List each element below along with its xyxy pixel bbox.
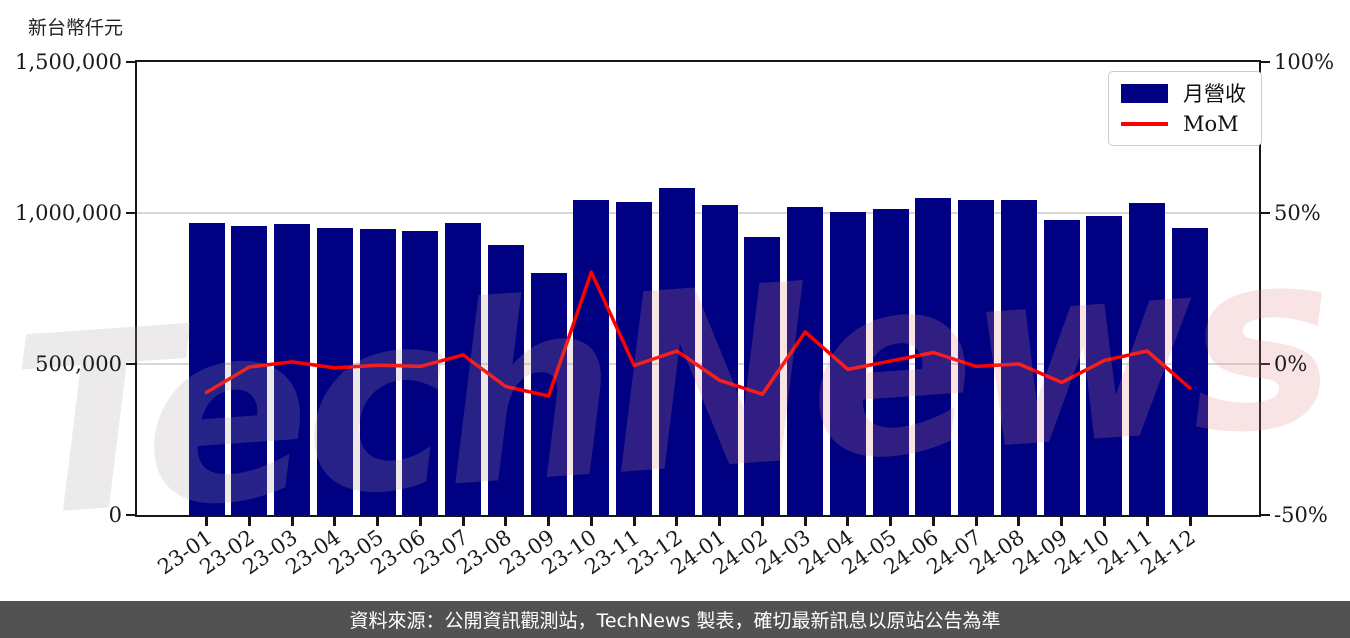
x-axis-tick <box>1017 517 1021 526</box>
x-axis-tick <box>974 517 978 526</box>
x-axis-tick <box>1060 517 1064 526</box>
x-axis-tick <box>803 517 807 526</box>
right-axis-tick-label: -50% <box>1274 503 1328 527</box>
x-axis-tick <box>461 517 465 526</box>
x-axis-tick <box>931 517 935 526</box>
x-axis-tick <box>1102 517 1106 526</box>
legend-line-swatch <box>1121 122 1168 126</box>
legend-row-mom: MoM <box>1121 111 1246 137</box>
left-axis-tick-label: 0 <box>108 503 122 527</box>
x-axis-tick <box>632 517 636 526</box>
x-axis-tick <box>1145 517 1149 526</box>
bar-23-04 <box>316 227 353 515</box>
bar-23-05 <box>359 228 396 515</box>
bar-23-07 <box>445 222 482 515</box>
right-axis-tick <box>1261 61 1270 63</box>
bar-24-12 <box>1172 228 1208 515</box>
left-axis-tick <box>126 363 135 365</box>
legend: 月營收 MoM <box>1108 71 1262 146</box>
plot-area <box>135 60 1261 517</box>
bar-24-07 <box>958 200 995 515</box>
bar-24-09 <box>1043 219 1080 515</box>
left-axis-unit-label: 新台幣仟元 <box>28 17 124 39</box>
footer-bar: 資料來源：公開資訊觀測站，TechNews 製表，確切最新訊息以原站公告為準 <box>0 601 1350 638</box>
x-axis-tick <box>889 517 893 526</box>
bar-23-02 <box>231 225 268 515</box>
x-axis-tick <box>290 517 294 526</box>
bar-23-11 <box>616 201 653 515</box>
gridline <box>137 212 1259 214</box>
x-axis-tick <box>1188 517 1192 526</box>
right-axis-tick <box>1261 212 1270 214</box>
right-axis-tick-label: 100% <box>1274 50 1335 74</box>
bar-23-06 <box>402 231 439 515</box>
x-axis-tick <box>718 517 722 526</box>
footer-text: 資料來源：公開資訊觀測站，TechNews 製表，確切最新訊息以原站公告為準 <box>349 610 1001 632</box>
x-axis-tick <box>376 517 380 526</box>
x-axis-tick <box>504 517 508 526</box>
x-axis-tick <box>589 517 593 526</box>
x-axis-tick <box>247 517 251 526</box>
right-axis-tick <box>1261 514 1270 516</box>
legend-bar-swatch <box>1121 83 1168 103</box>
legend-line-label: MoM <box>1183 112 1239 136</box>
mom-line <box>204 270 1192 398</box>
left-axis-tick <box>126 212 135 214</box>
bar-24-08 <box>1000 200 1037 515</box>
bar-24-04 <box>829 212 866 515</box>
bar-23-03 <box>274 223 311 515</box>
x-axis-tick <box>205 517 208 526</box>
right-axis-tick-label: 0% <box>1274 352 1308 376</box>
x-axis-tick <box>846 517 850 526</box>
right-axis-tick <box>1261 363 1270 365</box>
x-axis-tick <box>675 517 679 526</box>
bar-24-03 <box>787 206 824 515</box>
bar-24-11 <box>1129 203 1166 515</box>
legend-row-revenue: 月營收 <box>1121 80 1246 106</box>
right-axis-tick-label: 50% <box>1274 201 1321 225</box>
bar-23-10 <box>573 200 610 515</box>
left-axis-tick-label: 500,000 <box>35 352 122 376</box>
x-axis-tick <box>760 517 764 526</box>
legend-bar-label: 月營收 <box>1183 82 1246 106</box>
x-axis-tick <box>547 517 551 526</box>
mom-line-chart <box>204 270 1192 398</box>
bar-24-01 <box>701 205 738 515</box>
bar-23-01 <box>188 222 225 515</box>
left-axis-tick <box>126 514 135 516</box>
left-axis-tick-label: 1,500,000 <box>15 50 122 74</box>
x-axis-tick <box>333 517 337 526</box>
left-axis-tick <box>126 61 135 63</box>
x-axis-tick <box>418 517 422 526</box>
left-axis-tick-label: 1,000,000 <box>15 201 122 225</box>
